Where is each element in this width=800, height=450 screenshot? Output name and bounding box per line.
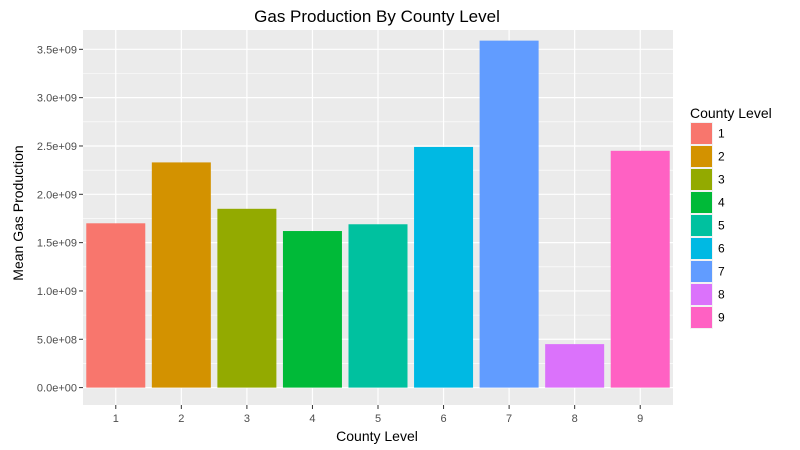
legend-label-3: 3 bbox=[718, 173, 725, 187]
x-tick-label: 3 bbox=[244, 413, 250, 425]
bar-5 bbox=[348, 224, 408, 388]
legend-label-2: 2 bbox=[718, 150, 725, 164]
legend-swatch-3 bbox=[691, 169, 712, 190]
legend-swatch-6 bbox=[691, 238, 712, 259]
x-tick-label: 6 bbox=[440, 413, 446, 425]
legend-swatch-5 bbox=[691, 215, 712, 236]
legend-swatch-2 bbox=[691, 146, 712, 167]
legend-label-1: 1 bbox=[718, 127, 725, 141]
y-tick-label: 2.0e+09 bbox=[37, 189, 77, 201]
y-axis-title: Mean Gas Production bbox=[10, 145, 26, 280]
bar-8 bbox=[545, 344, 605, 388]
legend-title: County Level bbox=[690, 105, 772, 121]
legend-swatch-4 bbox=[691, 192, 712, 213]
x-axis-title: County Level bbox=[336, 428, 418, 444]
x-tick-label: 7 bbox=[506, 413, 512, 425]
bar-1 bbox=[86, 223, 146, 388]
chart-title: Gas Production By County Level bbox=[254, 7, 500, 26]
bar-2 bbox=[151, 162, 211, 388]
bar-7 bbox=[479, 40, 539, 388]
y-tick-label: 0.0e+00 bbox=[37, 383, 77, 395]
y-axis: 0.0e+00 5.0e+08 1.0e+09 1.5e+09 2.0e+09 2.5e+… bbox=[37, 44, 83, 395]
legend-swatch-8 bbox=[691, 284, 712, 305]
legend-swatch-7 bbox=[691, 261, 712, 282]
legend-label-9: 9 bbox=[718, 311, 725, 325]
y-tick-label: 3.0e+09 bbox=[37, 93, 77, 105]
x-tick-label: 9 bbox=[637, 413, 643, 425]
y-tick-label: 3.5e+09 bbox=[37, 44, 77, 56]
legend-label-8: 8 bbox=[718, 288, 725, 302]
x-tick-label: 5 bbox=[375, 413, 381, 425]
x-axis: 1 2 3 4 5 6 7 8 9 bbox=[113, 405, 643, 425]
legend-swatch-9 bbox=[691, 307, 712, 328]
x-tick-label: 2 bbox=[178, 413, 184, 425]
plot-panel bbox=[83, 30, 673, 405]
legend-swatch-1 bbox=[691, 123, 712, 144]
legend-label-7: 7 bbox=[718, 265, 725, 279]
legend-label-6: 6 bbox=[718, 242, 725, 256]
bar-3 bbox=[217, 208, 277, 388]
y-tick-label: 1.5e+09 bbox=[37, 238, 77, 250]
bar-4 bbox=[282, 231, 342, 388]
legend-label-4: 4 bbox=[718, 196, 725, 210]
x-tick-label: 8 bbox=[572, 413, 578, 425]
y-tick-label: 1.0e+09 bbox=[37, 286, 77, 298]
y-tick-label: 5.0e+08 bbox=[37, 334, 77, 346]
x-tick-label: 4 bbox=[309, 413, 315, 425]
legend: County Level 1 2 3 4 5 6 7 8 9 bbox=[690, 105, 772, 329]
bar-9 bbox=[610, 150, 670, 388]
y-tick-label: 2.5e+09 bbox=[37, 141, 77, 153]
x-tick-label: 1 bbox=[113, 413, 119, 425]
bar-6 bbox=[414, 146, 474, 388]
legend-label-5: 5 bbox=[718, 219, 725, 233]
